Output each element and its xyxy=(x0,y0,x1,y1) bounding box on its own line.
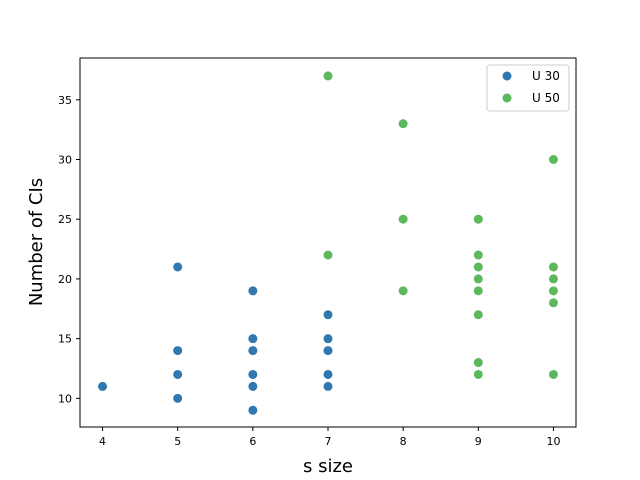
legend-label: U 50 xyxy=(532,91,560,105)
x-tick-label: 9 xyxy=(475,435,482,448)
data-point-series-1-11 xyxy=(473,358,483,368)
data-point-series-0-0 xyxy=(98,381,108,391)
y-tick-label: 10 xyxy=(58,392,72,405)
data-point-series-1-17 xyxy=(548,298,558,308)
y-tick-label: 15 xyxy=(58,333,72,346)
x-tick-label: 10 xyxy=(546,435,560,448)
data-point-series-1-13 xyxy=(548,155,558,165)
data-point-series-0-11 xyxy=(323,310,333,320)
data-point-series-0-5 xyxy=(248,286,258,296)
legend-marker xyxy=(502,71,512,81)
data-point-series-1-18 xyxy=(548,369,558,379)
x-axis-label: s size xyxy=(303,456,353,477)
y-tick-label: 30 xyxy=(58,154,72,167)
data-point-series-0-2 xyxy=(173,346,183,356)
data-point-series-0-10 xyxy=(248,405,258,415)
data-point-series-0-12 xyxy=(323,334,333,344)
data-point-series-1-15 xyxy=(548,274,558,284)
data-point-series-1-14 xyxy=(548,262,558,272)
data-point-series-0-4 xyxy=(173,393,183,403)
data-point-series-1-0 xyxy=(323,71,333,81)
data-point-series-1-9 xyxy=(473,286,483,296)
legend-marker xyxy=(502,93,512,103)
data-point-series-0-1 xyxy=(173,262,183,272)
y-axis: 10 15 20 25 30 35 xyxy=(58,94,80,405)
data-point-series-1-3 xyxy=(398,214,408,224)
x-tick-label: 4 xyxy=(99,435,106,448)
data-point-series-0-6 xyxy=(248,334,258,344)
legend: U 30 U 50 xyxy=(486,64,570,112)
data-point-series-1-2 xyxy=(398,119,408,129)
data-point-series-0-3 xyxy=(173,369,183,379)
x-tick-label: 8 xyxy=(400,435,407,448)
data-point-series-1-5 xyxy=(473,214,483,224)
data-point-series-1-7 xyxy=(473,262,483,272)
data-point-series-1-6 xyxy=(473,250,483,260)
x-axis: 4 5 6 7 8 9 10 xyxy=(99,427,560,448)
data-point-series-0-15 xyxy=(323,381,333,391)
data-point-series-0-7 xyxy=(248,346,258,356)
data-point-series-1-16 xyxy=(548,286,558,296)
data-point-series-0-9 xyxy=(248,381,258,391)
data-point-series-1-4 xyxy=(398,286,408,296)
x-tick-label: 7 xyxy=(325,435,332,448)
data-point-series-0-13 xyxy=(323,346,333,356)
y-tick-label: 35 xyxy=(58,94,72,107)
y-tick-label: 20 xyxy=(58,273,72,286)
x-tick-label: 5 xyxy=(174,435,181,448)
points-layer xyxy=(98,71,558,415)
y-tick-label: 25 xyxy=(58,213,72,226)
data-point-series-0-14 xyxy=(323,369,333,379)
legend-label: U 30 xyxy=(532,69,560,83)
data-point-series-0-8 xyxy=(248,369,258,379)
data-point-series-1-1 xyxy=(323,250,333,260)
y-axis-label: Number of CIs xyxy=(26,178,47,306)
data-point-series-1-12 xyxy=(473,369,483,379)
data-point-series-1-8 xyxy=(473,274,483,284)
data-point-series-1-10 xyxy=(473,310,483,320)
x-tick-label: 6 xyxy=(249,435,256,448)
